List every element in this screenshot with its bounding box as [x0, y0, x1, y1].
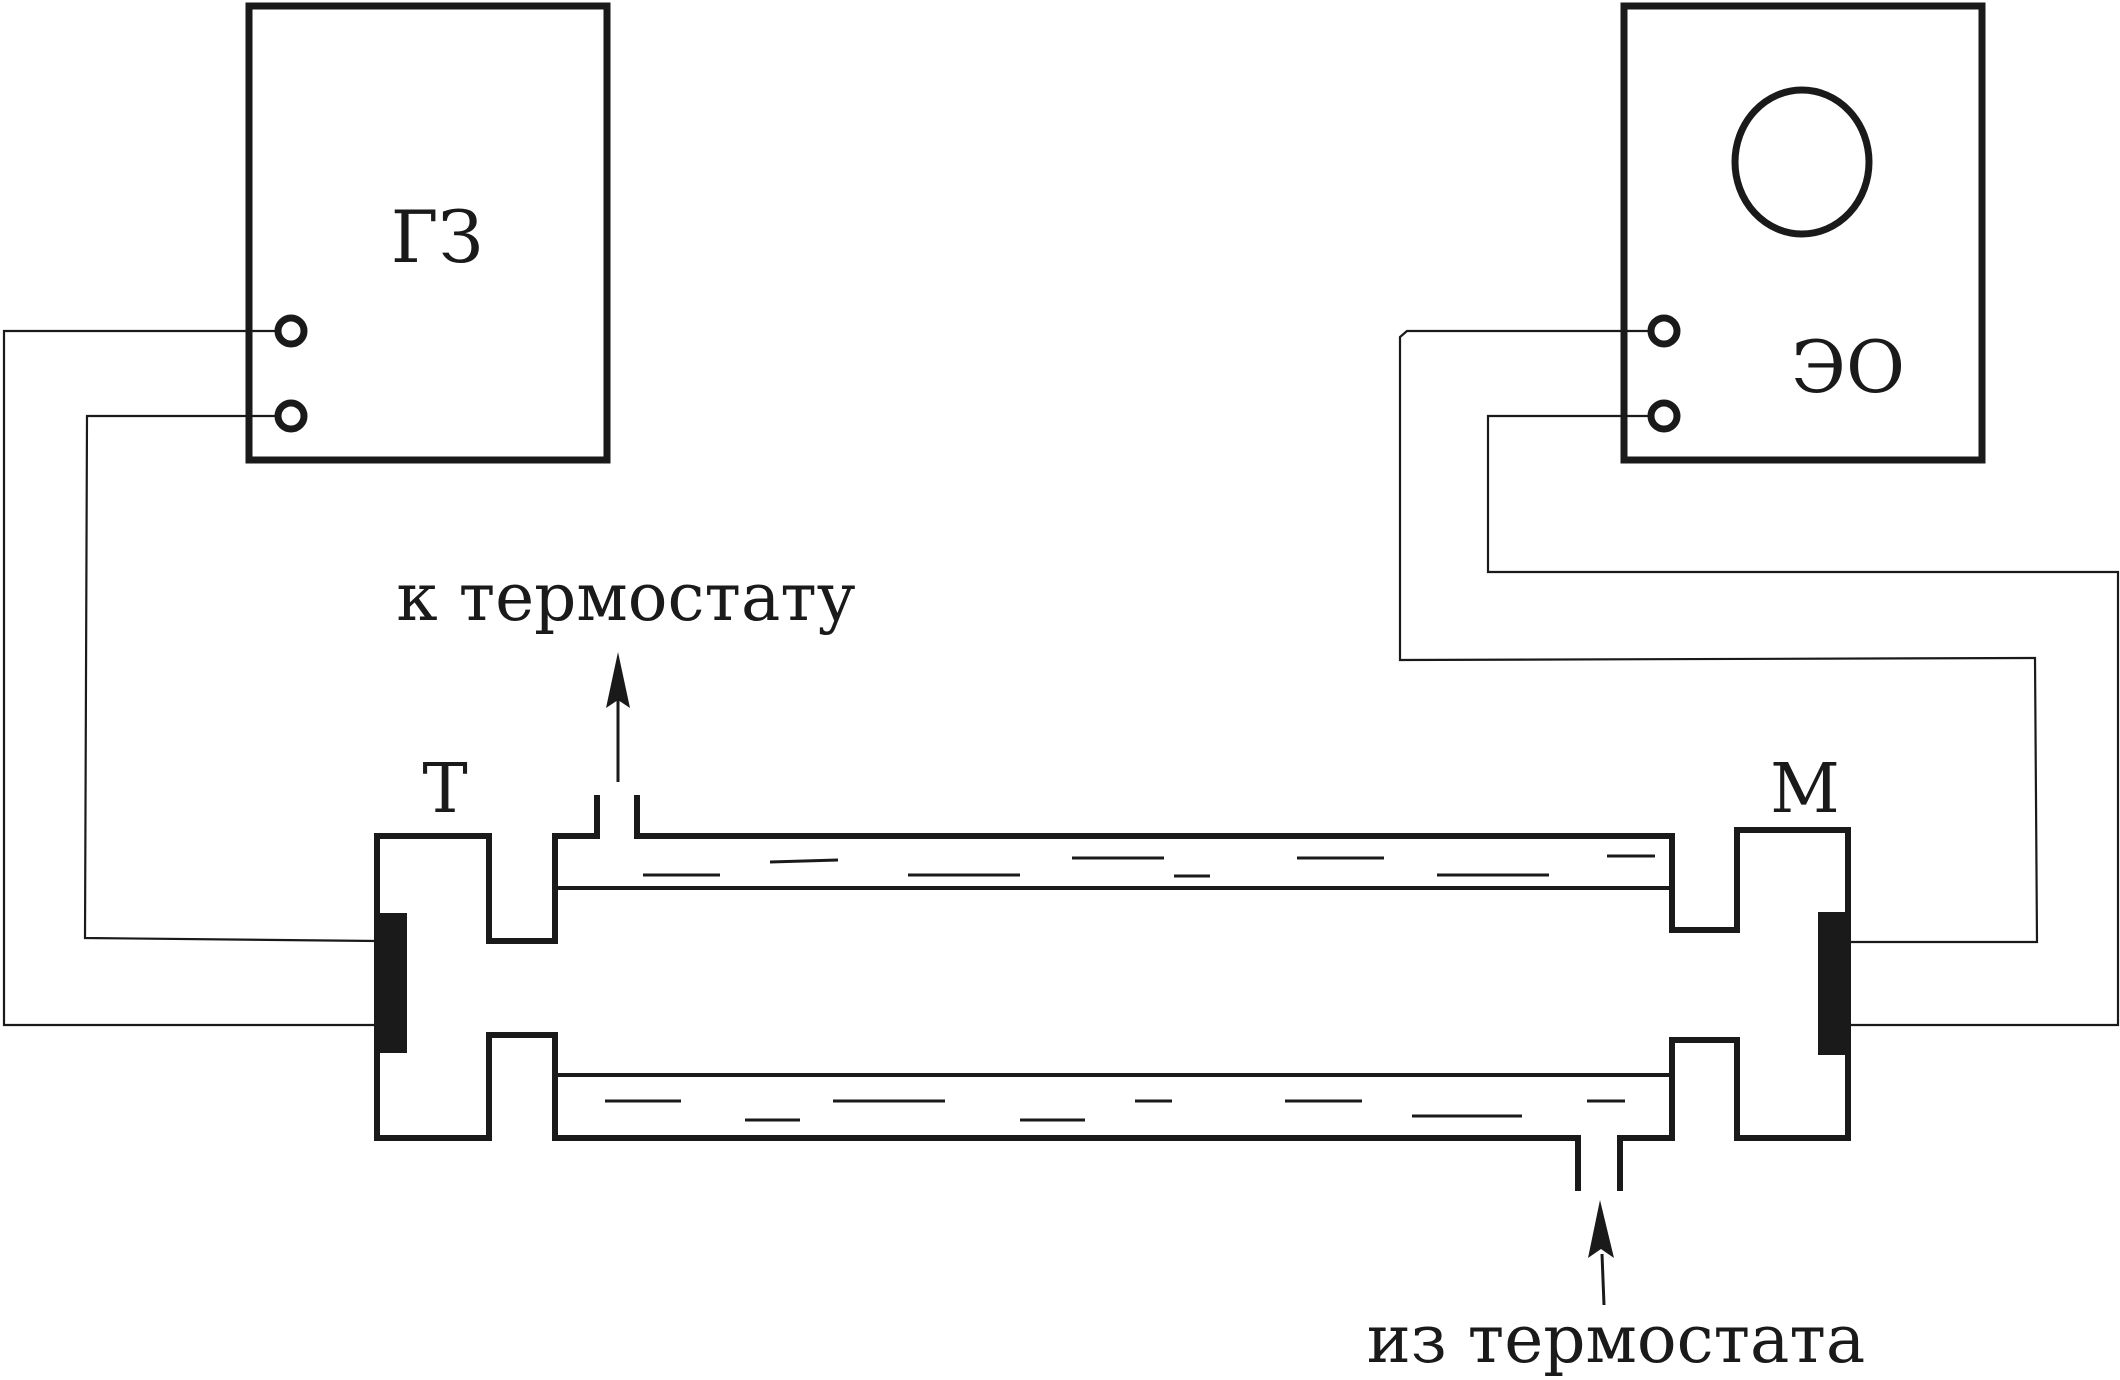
- wire-generator-inner: [83, 414, 378, 943]
- outflow-label: к термостату: [396, 559, 855, 636]
- transmitter-label: Т: [422, 750, 467, 829]
- oscilloscope-wires: [1398, 329, 2120, 1027]
- wire-oscilloscope-inner: [1486, 414, 2120, 1027]
- wire-oscilloscope-outer: [1398, 329, 2039, 944]
- transmitter-plate: [377, 913, 407, 1053]
- inflow-arrow: [1588, 1200, 1614, 1306]
- acoustic-tube: [374, 795, 1851, 1191]
- jacket-top-wall: [552, 795, 1675, 839]
- jacket-liquid-top: [643, 854, 1655, 878]
- oscilloscope-label: ЭО: [1791, 325, 1905, 409]
- receiver-label: М: [1770, 750, 1840, 829]
- oscilloscope-terminal-bottom: [1647, 399, 1681, 433]
- generator-label: ГЗ: [391, 195, 484, 279]
- jacket-liquid-bottom: [605, 1099, 1625, 1122]
- oscilloscope-terminal-top: [1647, 314, 1681, 348]
- generator-terminal-bottom: [274, 399, 308, 433]
- inflow-label: из термостата: [1367, 1301, 1866, 1378]
- wire-generator-outer: [2, 329, 377, 1027]
- receiver-plate: [1818, 912, 1850, 1055]
- transmitter-housing: [374, 833, 558, 1141]
- oscilloscope-screen: [1731, 86, 1873, 238]
- transmitter-collar: [486, 833, 558, 944]
- generator-terminal-top: [274, 314, 308, 348]
- oscilloscope: ЭО: [1620, 2, 1986, 464]
- jacket-bottom-wall: [552, 1135, 1675, 1191]
- sound-generator: ГЗ: [245, 2, 611, 464]
- generator-wires: [2, 329, 378, 1027]
- outflow-arrow: [606, 652, 630, 782]
